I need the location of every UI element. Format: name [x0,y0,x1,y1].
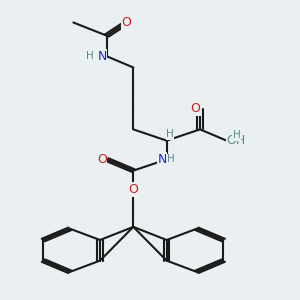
Text: O: O [122,16,132,29]
Text: H: H [85,51,93,61]
Text: O: O [128,183,138,196]
Text: O: O [190,102,200,115]
Text: H: H [233,130,241,140]
Text: N: N [157,153,167,166]
Text: O: O [97,153,107,166]
Text: N: N [97,50,107,63]
Text: H: H [166,129,174,139]
Text: H: H [167,154,174,164]
Text: OH: OH [227,134,246,147]
